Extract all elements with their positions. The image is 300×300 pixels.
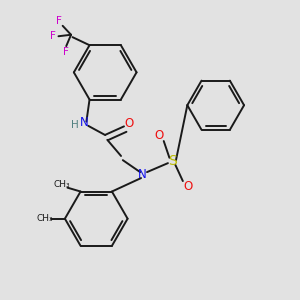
Text: F: F: [56, 16, 62, 26]
Text: N: N: [80, 116, 89, 129]
Text: S: S: [168, 154, 177, 168]
Text: F: F: [63, 47, 69, 57]
Text: N: N: [138, 168, 147, 181]
Text: F: F: [50, 31, 56, 41]
Text: H: H: [70, 120, 78, 130]
Text: O: O: [154, 129, 164, 142]
Text: O: O: [183, 180, 192, 193]
Text: CH₃: CH₃: [53, 181, 70, 190]
Text: CH₃: CH₃: [37, 214, 53, 223]
Text: O: O: [124, 117, 134, 130]
